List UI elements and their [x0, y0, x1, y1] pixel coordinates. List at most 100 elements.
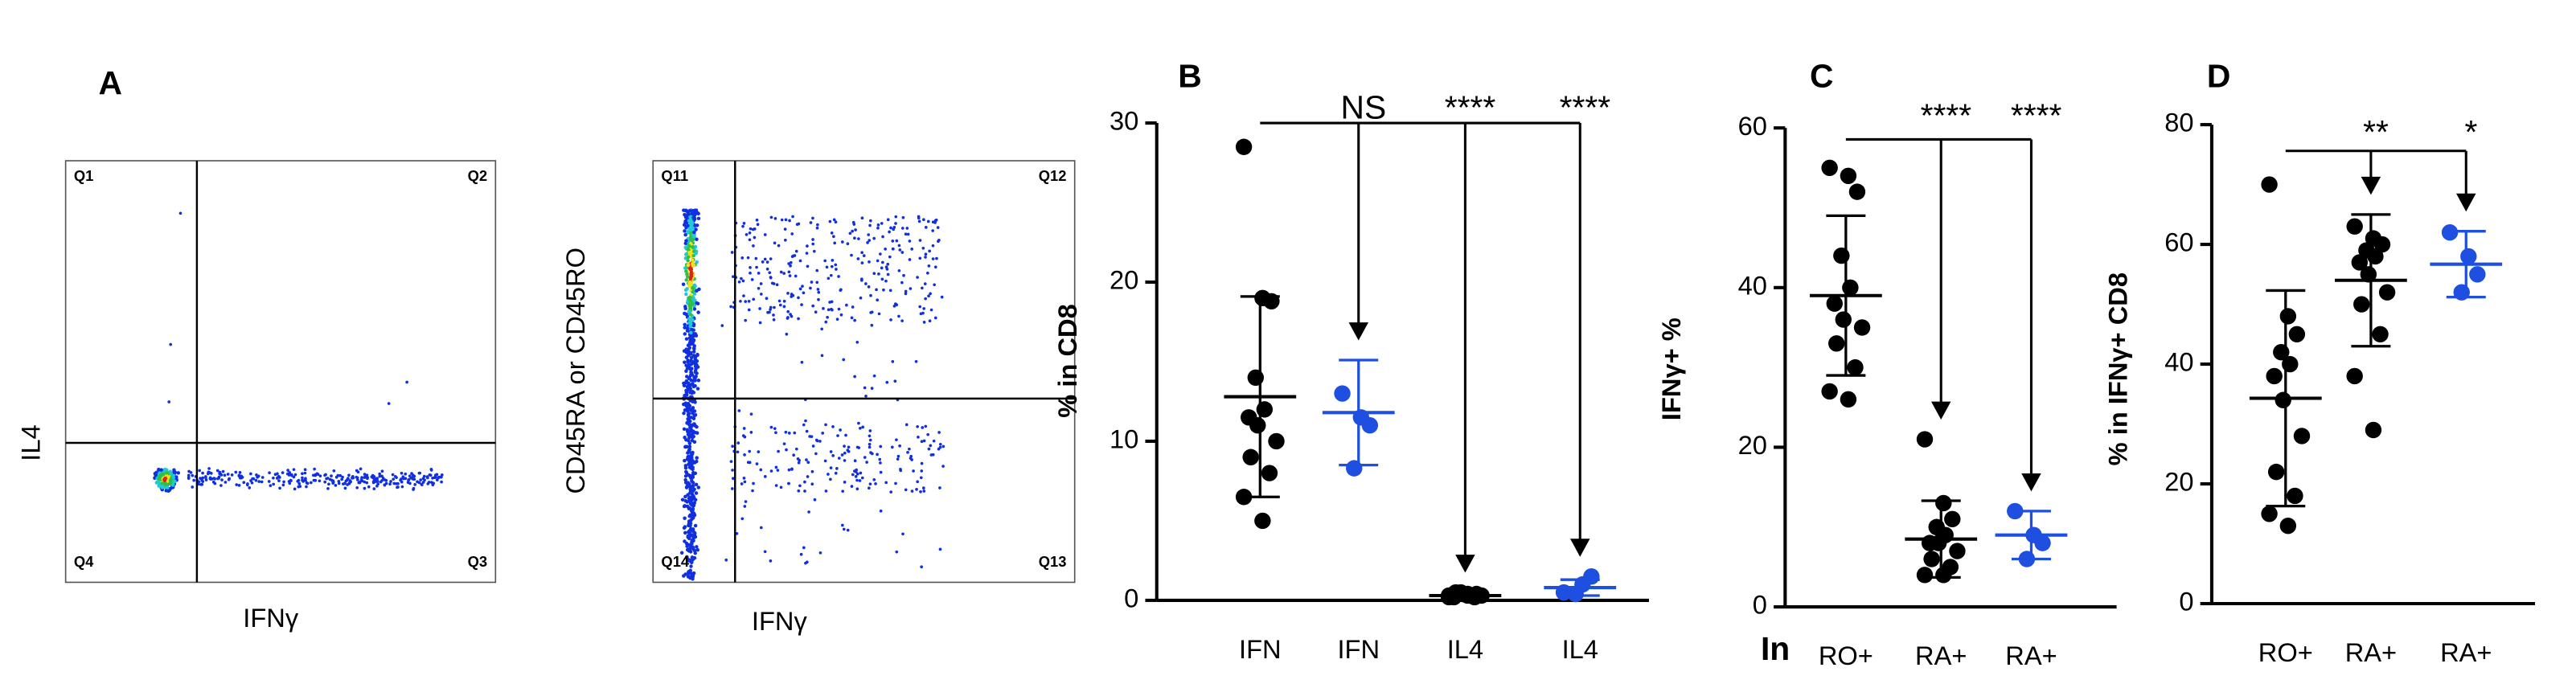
data-point [1847, 358, 1864, 376]
event-dot [326, 477, 330, 480]
event-dot [769, 215, 773, 219]
event-dot [217, 475, 221, 479]
event-dot [684, 269, 688, 273]
event-dot [286, 469, 289, 472]
event-dot [816, 288, 820, 291]
event-dot [828, 219, 832, 223]
event-dot [689, 330, 693, 335]
event-dot [682, 427, 687, 432]
event-dot [839, 288, 843, 292]
event-dot [742, 222, 746, 225]
event-dot [378, 472, 382, 476]
event-dot [890, 445, 894, 449]
data-point [2293, 428, 2311, 444]
event-dot [782, 299, 786, 303]
event-dot [686, 229, 690, 234]
event-dot [758, 307, 761, 310]
event-dot [163, 481, 167, 485]
event-dot [823, 259, 827, 263]
event-dot [683, 516, 687, 520]
event-dot [695, 387, 700, 391]
event-dot [895, 438, 898, 442]
event-dot [201, 471, 204, 475]
event-dot [827, 276, 831, 281]
event-dot [685, 367, 690, 371]
event-dot [272, 476, 275, 480]
event-dot [272, 482, 276, 486]
event-dot [189, 471, 193, 474]
event-dot [807, 510, 810, 514]
event-dot [888, 255, 892, 259]
data-point [2372, 326, 2389, 343]
event-dot [380, 478, 384, 482]
event-dot [757, 450, 761, 453]
event-dot [365, 481, 369, 485]
event-dot [759, 293, 763, 296]
event-dot [724, 558, 728, 562]
event-dot [696, 216, 701, 221]
data-point [2279, 308, 2297, 325]
event-dot [238, 471, 242, 474]
event-dot [837, 457, 841, 460]
event-dot [805, 252, 809, 255]
event-dot [876, 223, 880, 227]
event-dot [846, 448, 850, 452]
event-dot [199, 477, 202, 480]
event-dot [772, 317, 776, 322]
event-dot [683, 525, 687, 529]
event-dot [687, 529, 691, 534]
event-dot [794, 274, 798, 278]
event-dot [808, 435, 812, 438]
event-dot [860, 476, 864, 480]
event-dot [208, 477, 212, 481]
event-dot [860, 261, 864, 264]
event-dot [834, 263, 838, 267]
event-dot [859, 426, 862, 430]
event-dot [696, 211, 700, 216]
event-dot [763, 550, 767, 554]
event-dot [278, 486, 281, 490]
event-dot [821, 432, 825, 435]
data-point [1261, 465, 1278, 481]
event-dot [387, 402, 391, 405]
event-dot [688, 313, 693, 317]
event-dot [260, 476, 265, 479]
event-dot [826, 315, 829, 319]
event-dot [420, 483, 424, 486]
event-dot [173, 470, 178, 475]
event-dot [692, 409, 697, 413]
error-bar [1921, 499, 1961, 579]
event-dot [881, 260, 884, 264]
event-dot [249, 479, 252, 482]
event-dot [689, 334, 694, 338]
y-tick-label: 40 [2164, 347, 2193, 377]
event-dot [328, 477, 332, 481]
event-dot [845, 303, 848, 307]
event-dot [314, 478, 318, 482]
event-dot [798, 484, 802, 488]
event-dot [787, 262, 790, 265]
panel-letter: A [98, 64, 121, 101]
event-dot [744, 300, 748, 303]
event-dot [367, 485, 371, 489]
event-dot [818, 551, 822, 555]
event-dot [870, 387, 874, 390]
event-dot [831, 454, 835, 457]
event-dot [743, 453, 746, 457]
event-dot [790, 255, 794, 259]
y-tick-label: 80 [2164, 108, 2193, 137]
event-dot [416, 480, 419, 484]
event-dot [924, 252, 928, 256]
event-dot [314, 473, 318, 477]
event-dot [904, 289, 908, 293]
event-dot [691, 323, 696, 328]
event-dot [810, 281, 814, 284]
event-dot [879, 461, 882, 465]
event-dot [810, 469, 814, 473]
event-dot [876, 226, 880, 230]
event-dot [689, 408, 693, 412]
data-point [1935, 494, 1952, 512]
event-dot [897, 314, 900, 318]
event-dot [407, 477, 411, 481]
